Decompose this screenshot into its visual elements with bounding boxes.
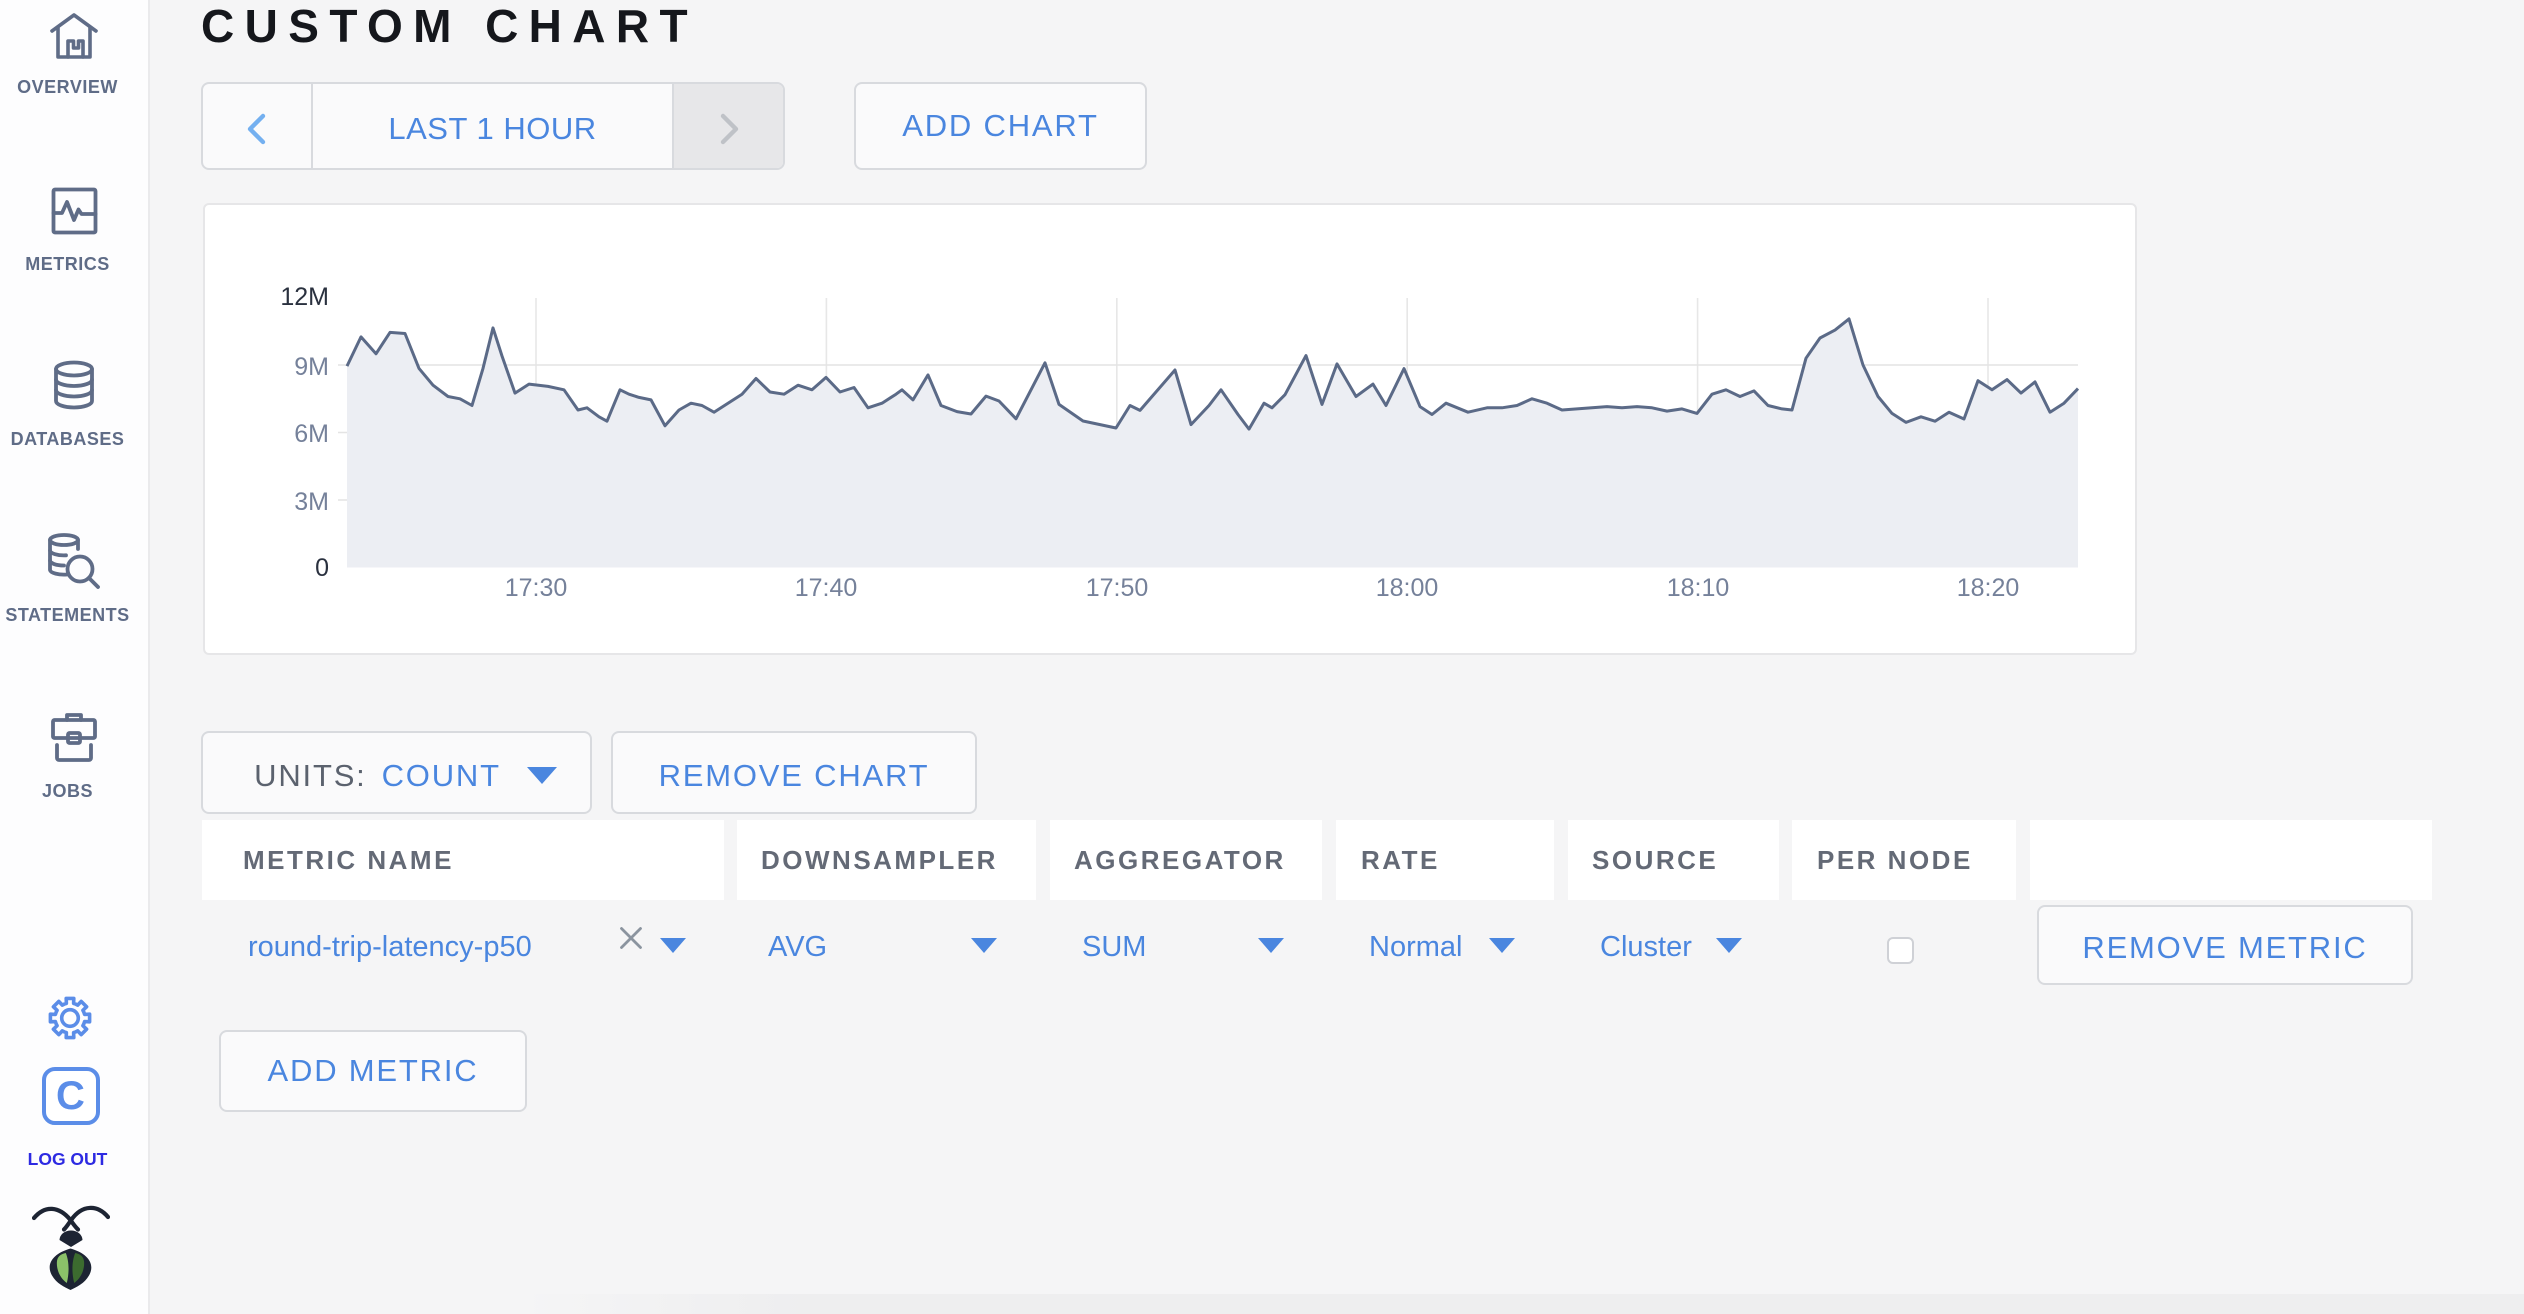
svg-text:18:20: 18:20 bbox=[1957, 574, 2020, 602]
svg-text:0: 0 bbox=[315, 554, 329, 582]
svg-text:18:10: 18:10 bbox=[1667, 574, 1730, 602]
svg-text:17:30: 17:30 bbox=[505, 574, 568, 602]
svg-text:9M: 9M bbox=[294, 353, 329, 381]
svg-text:3M: 3M bbox=[294, 488, 329, 516]
svg-text:18:00: 18:00 bbox=[1376, 574, 1439, 602]
svg-text:17:50: 17:50 bbox=[1086, 574, 1149, 602]
svg-text:17:40: 17:40 bbox=[795, 574, 858, 602]
svg-text:6M: 6M bbox=[294, 420, 329, 448]
svg-text:12M: 12M bbox=[280, 283, 329, 311]
